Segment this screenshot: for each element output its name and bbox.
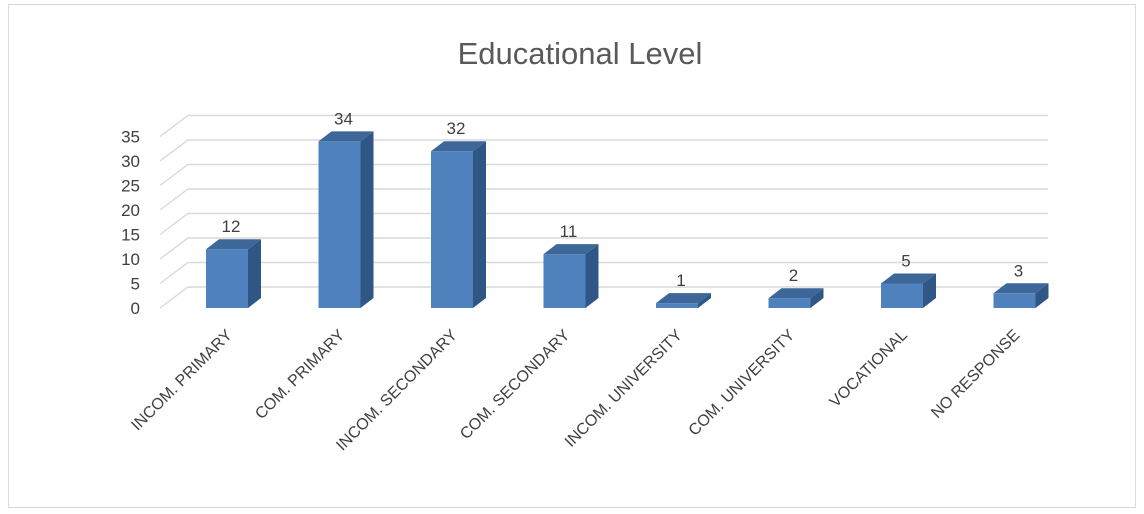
bar-top [431,141,486,152]
bar [993,283,1049,308]
bar [881,273,936,308]
bar-front [768,298,811,308]
bar [318,131,374,308]
data-label: 2 [789,266,798,285]
bars [206,131,1049,308]
x-tick-label: INCOM. PRIMARY [128,327,236,435]
bar-front [318,141,361,308]
bar [656,293,711,308]
bar-side [248,239,261,308]
bar-front [543,254,586,308]
gridlines [159,114,1048,309]
bar-top [993,283,1049,294]
gridline [159,188,1048,211]
bar-side [473,141,486,308]
x-tick-label: COM. SECONDARY [457,327,573,443]
y-tick-label: 20 [121,201,140,220]
bar-top [318,131,374,142]
y-tick-label: 0 [131,299,140,318]
y-tick-label: 15 [121,226,140,245]
bar [768,288,824,308]
data-label: 1 [676,271,685,290]
data-label: 3 [1014,261,1023,280]
data-label: 32 [447,119,466,138]
x-tick-label: INCOM. UNIVERSITY [562,327,686,451]
bar-top [768,288,824,299]
bar-front [881,283,923,308]
x-tick-label: COM. PRIMARY [252,327,348,423]
data-label: 11 [560,222,578,241]
x-tick-label: INCOM. SECONDARY [333,327,461,455]
bar [431,141,486,308]
y-tick-label: 10 [121,250,140,269]
chart-title: Educational Level [458,36,703,71]
bar-top [543,244,599,255]
bar-front [656,303,698,308]
bar-side [585,244,599,308]
data-label: 12 [222,217,241,236]
y-tick-label: 35 [121,128,140,147]
bar-side [698,293,711,308]
bar-side [810,288,824,308]
bar-side [923,273,936,308]
y-tick-label: 5 [131,275,140,294]
bar [206,239,261,308]
bar-top [206,239,261,250]
gridline [159,261,1048,285]
gridline [159,163,1048,187]
data-label: 5 [901,252,910,271]
gridline [159,114,1048,138]
bar-front [431,151,473,308]
data-label: 34 [334,109,353,128]
gridline [159,212,1048,236]
bar-side [1035,283,1049,308]
gridline [159,286,1048,309]
gridline [159,139,1048,162]
y-tick-label: 30 [121,152,140,171]
bar-side [360,131,374,308]
gridline [159,237,1048,260]
x-tick-label: VOCATIONAL [827,327,911,411]
x-tick-label: NO RESPONSE [928,327,1023,422]
x-tick-label: COM. UNIVERSITY [686,327,799,440]
bar-front [993,293,1036,308]
bar-front [206,249,248,308]
y-tick-label: 25 [121,177,140,196]
bar-top [881,273,936,284]
bar [543,244,599,308]
y-axis-ticks: 0 5 10 15 20 25 30 35 [121,128,140,319]
bar-top [656,293,711,304]
